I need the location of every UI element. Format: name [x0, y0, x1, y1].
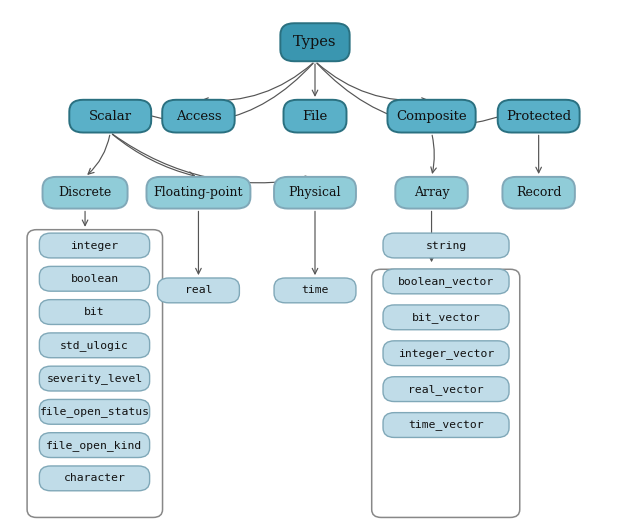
Text: boolean: boolean [71, 274, 118, 284]
FancyBboxPatch shape [163, 100, 234, 133]
Text: severity_level: severity_level [47, 373, 142, 384]
Text: Discrete: Discrete [59, 186, 112, 199]
Text: real_vector: real_vector [408, 384, 484, 394]
FancyBboxPatch shape [39, 266, 150, 291]
FancyBboxPatch shape [27, 230, 163, 517]
FancyBboxPatch shape [280, 23, 350, 61]
FancyBboxPatch shape [39, 333, 150, 358]
FancyBboxPatch shape [383, 377, 509, 401]
Text: bit: bit [84, 307, 105, 317]
Text: integer: integer [71, 241, 118, 250]
FancyBboxPatch shape [387, 100, 476, 133]
Text: Physical: Physical [289, 186, 341, 199]
FancyBboxPatch shape [383, 341, 509, 365]
FancyBboxPatch shape [383, 305, 509, 329]
FancyBboxPatch shape [383, 269, 509, 294]
FancyBboxPatch shape [158, 278, 239, 303]
Text: real: real [185, 286, 212, 295]
Text: Types: Types [293, 35, 337, 49]
FancyBboxPatch shape [146, 177, 250, 209]
Text: integer_vector: integer_vector [398, 348, 494, 359]
FancyBboxPatch shape [498, 100, 580, 133]
FancyBboxPatch shape [396, 177, 467, 209]
FancyBboxPatch shape [39, 366, 150, 391]
Text: std_ulogic: std_ulogic [60, 340, 129, 351]
Text: file_open_status: file_open_status [40, 407, 149, 417]
Text: Record: Record [516, 186, 561, 199]
FancyBboxPatch shape [39, 466, 150, 491]
FancyBboxPatch shape [39, 233, 150, 258]
FancyBboxPatch shape [43, 177, 127, 209]
Text: character: character [64, 474, 125, 483]
Text: Array: Array [414, 186, 449, 199]
Text: File: File [302, 110, 328, 122]
Text: time_vector: time_vector [408, 420, 484, 430]
FancyBboxPatch shape [39, 399, 150, 424]
Text: Composite: Composite [396, 110, 467, 122]
FancyBboxPatch shape [503, 177, 575, 209]
FancyBboxPatch shape [274, 278, 356, 303]
Text: file_open_kind: file_open_kind [47, 440, 142, 450]
FancyBboxPatch shape [383, 413, 509, 437]
Text: string: string [425, 241, 467, 250]
Text: bit_vector: bit_vector [411, 312, 481, 323]
Text: Access: Access [176, 110, 221, 122]
FancyBboxPatch shape [39, 300, 150, 324]
FancyBboxPatch shape [274, 177, 356, 209]
Text: Protected: Protected [506, 110, 571, 122]
FancyBboxPatch shape [69, 100, 151, 133]
Text: Floating-point: Floating-point [154, 186, 243, 199]
FancyBboxPatch shape [284, 100, 346, 133]
FancyBboxPatch shape [372, 269, 520, 517]
FancyBboxPatch shape [39, 432, 150, 457]
Text: boolean_vector: boolean_vector [398, 276, 494, 287]
FancyBboxPatch shape [383, 233, 509, 258]
Text: Scalar: Scalar [89, 110, 132, 122]
Text: time: time [301, 286, 329, 295]
